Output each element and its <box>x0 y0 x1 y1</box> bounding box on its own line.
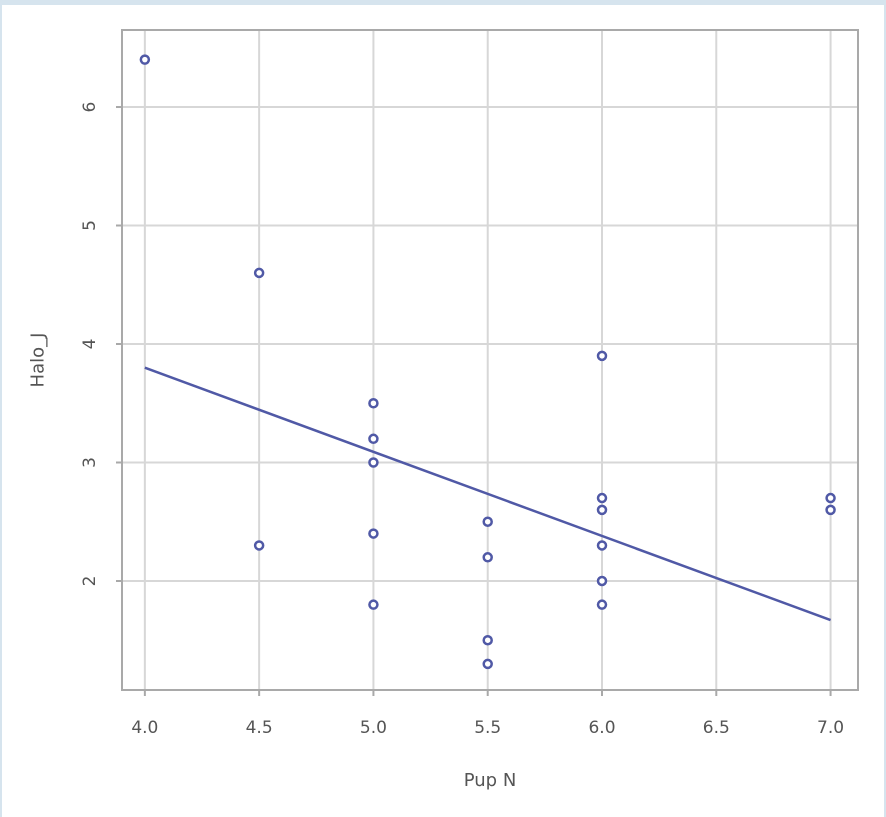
y-tick-label: 3 <box>80 457 100 468</box>
x-tick-label: 6.0 <box>588 718 615 738</box>
axis-ticks: 4.0 4.5 5.0 5.5 6.0 6.5 7.0 2 3 4 5 6 <box>80 102 844 738</box>
data-point <box>596 599 608 610</box>
grid <box>122 30 858 690</box>
data-point <box>596 350 608 362</box>
data-point <box>482 658 493 670</box>
data-point <box>596 504 608 516</box>
data-point <box>368 528 379 539</box>
data-point <box>368 457 379 468</box>
data-point <box>368 433 379 445</box>
x-tick-label: 5.5 <box>474 718 501 738</box>
y-tick-label: 4 <box>80 339 100 350</box>
data-point <box>253 540 265 551</box>
x-tick-label: 7.0 <box>817 718 844 738</box>
y-tick-label: 2 <box>80 576 100 587</box>
data-point <box>253 267 265 279</box>
data-point <box>825 504 836 516</box>
data-point <box>482 516 493 527</box>
y-tick-label: 5 <box>80 220 100 231</box>
x-axis-label: Pup N <box>464 770 517 791</box>
plot-border <box>121 29 859 691</box>
data-point <box>825 492 836 504</box>
data-point <box>482 634 493 646</box>
y-axis-label: Halo_J <box>28 333 49 388</box>
data-point <box>139 54 151 65</box>
data-point <box>368 397 379 409</box>
x-tick-label: 4.0 <box>131 718 158 738</box>
x-tick-label: 6.5 <box>703 718 730 738</box>
x-tick-label: 4.5 <box>246 718 273 738</box>
x-tick-label: 5.0 <box>360 718 387 738</box>
data-points <box>139 54 836 670</box>
y-tick-label: 6 <box>80 102 100 113</box>
data-point <box>596 540 608 551</box>
trend-line <box>144 366 832 622</box>
data-point <box>596 575 608 587</box>
data-point <box>368 599 379 610</box>
data-point <box>596 492 608 504</box>
data-point <box>482 552 493 563</box>
